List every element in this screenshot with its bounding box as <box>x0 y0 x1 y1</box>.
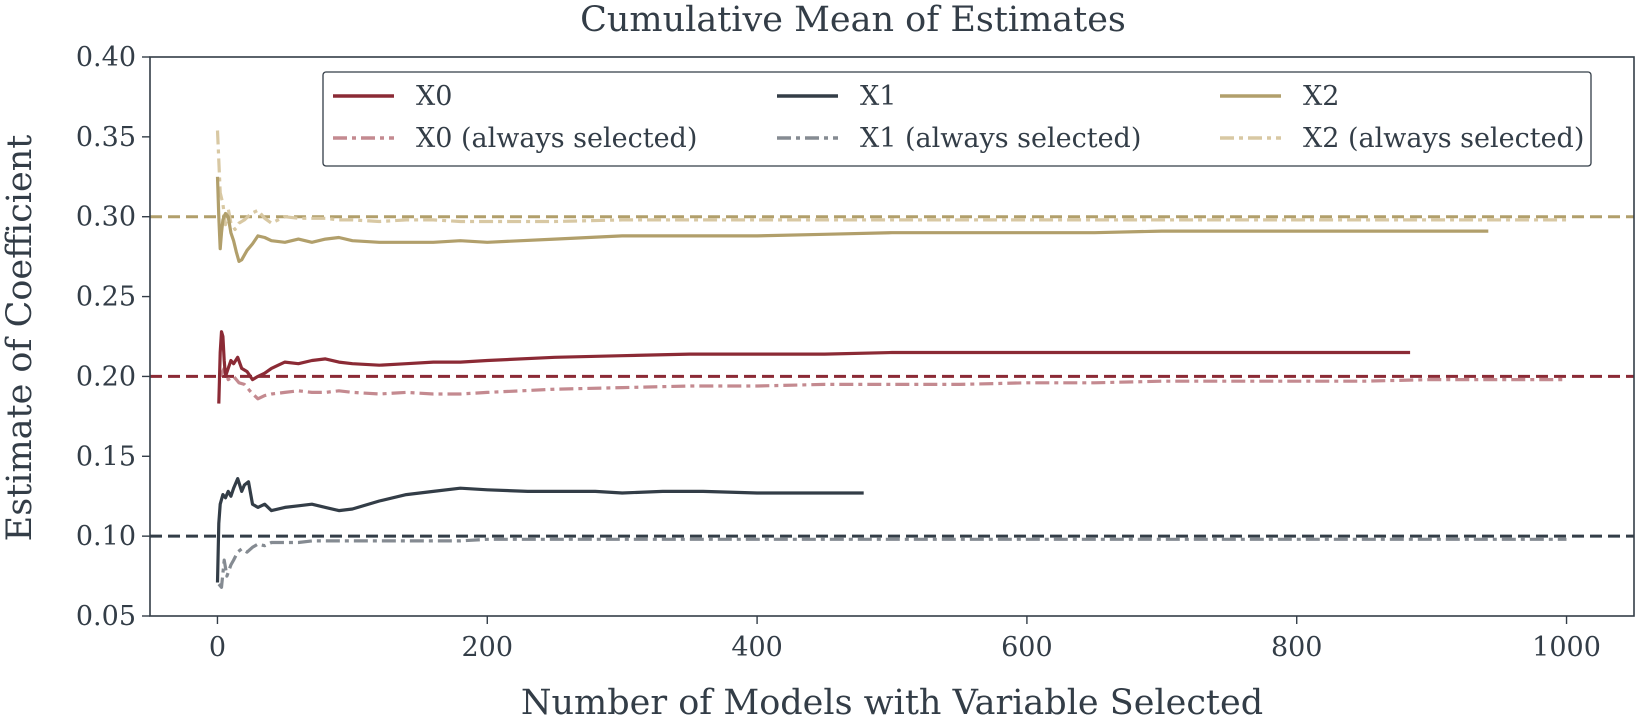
series-layer <box>215 130 1567 589</box>
reference-lines <box>150 215 1634 538</box>
x-tick-label: 200 <box>461 632 513 663</box>
y-axis-ticks: 0.05 0.10 0.15 0.20 0.25 0.30 0.35 0.40 <box>76 42 150 632</box>
y-tick-label: 0.30 <box>76 202 136 233</box>
plot-frame <box>149 56 1635 617</box>
series-line-5 <box>215 130 1567 232</box>
series-line-3 <box>217 537 1567 589</box>
legend-label-5: X2 (always selected) <box>1303 123 1584 154</box>
series-line-2 <box>215 477 864 583</box>
y-tick-label: 0.25 <box>76 282 136 313</box>
x-tick-label: 1000 <box>1532 632 1601 663</box>
x-tick-label: 0 <box>209 632 226 663</box>
x-tick-label: 800 <box>1271 632 1323 663</box>
legend: X0 X0 (always selected) X1 X1 (always selec… <box>322 71 1592 167</box>
x-axis-title: Number of Models with Variable Selected <box>521 683 1263 723</box>
legend-label-0: X0 <box>416 81 452 112</box>
y-tick-label: 0.05 <box>76 601 136 632</box>
legend-label-2: X1 <box>860 81 896 112</box>
y-tick-label: 0.20 <box>76 361 136 392</box>
y-tick-label: 0.10 <box>76 521 136 552</box>
y-tick-label: 0.40 <box>76 42 136 73</box>
series-line-0 <box>217 330 1411 404</box>
y-tick-label: 0.15 <box>76 441 136 472</box>
y-tick-label: 0.35 <box>76 122 136 153</box>
legend-label-4: X2 <box>1303 81 1339 112</box>
series-line-1 <box>218 366 1567 401</box>
chart-title: Cumulative Mean of Estimates <box>580 0 1126 40</box>
x-tick-label: 400 <box>731 632 783 663</box>
legend-label-3: X1 (always selected) <box>860 123 1141 154</box>
x-tick-label: 600 <box>1001 632 1053 663</box>
x-axis-ticks: 0 200 400 600 800 1000 <box>209 616 1601 663</box>
y-axis-title: Estimate of Coefficient <box>0 135 40 542</box>
series-line-4 <box>215 176 1489 263</box>
legend-label-1: X0 (always selected) <box>416 123 697 154</box>
